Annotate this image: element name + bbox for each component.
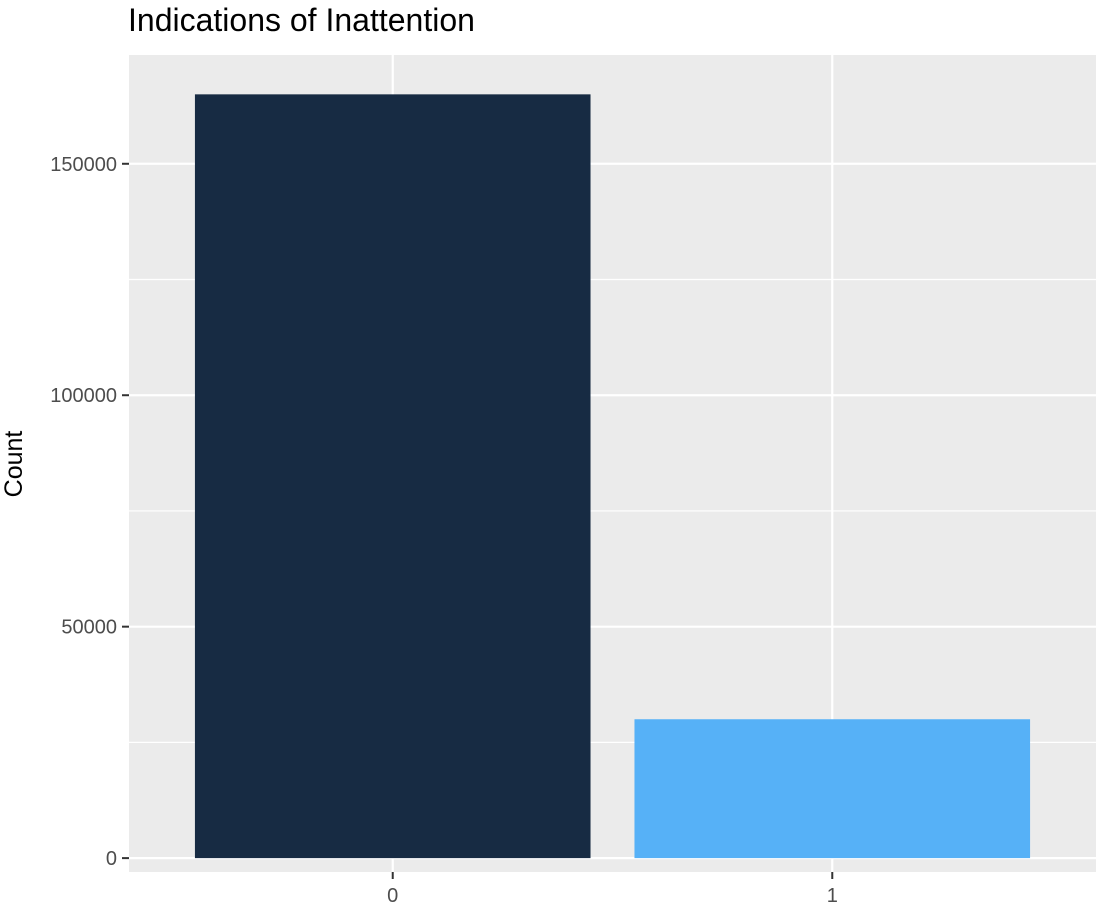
y-tick-label: 50000 xyxy=(61,617,117,639)
x-tick-label: 1 xyxy=(827,885,838,907)
y-tick-label: 0 xyxy=(106,848,117,870)
y-tick-label: 150000 xyxy=(50,154,117,176)
bar-1 xyxy=(634,719,1031,859)
bars xyxy=(194,94,1031,859)
chart-title: Indications of Inattention xyxy=(128,2,475,38)
y-tick-label: 100000 xyxy=(50,385,117,407)
bar-0 xyxy=(194,94,591,859)
x-tick-label: 0 xyxy=(387,885,398,907)
y-axis-label: Count xyxy=(0,431,28,498)
y-axis: 0 50000 100000 150000 xyxy=(50,154,129,870)
